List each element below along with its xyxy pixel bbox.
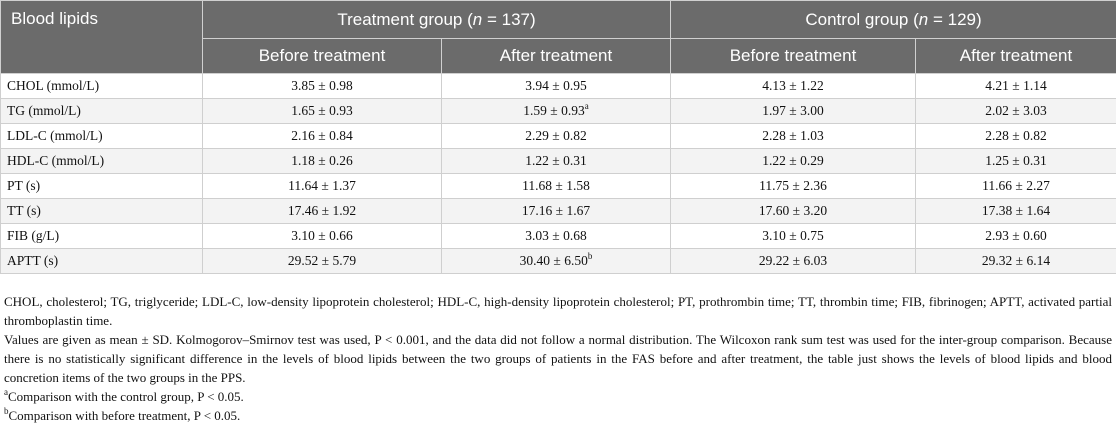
row-label: LDL-C (mmol/L) bbox=[1, 124, 203, 149]
treatment-group-label: Treatment group ( bbox=[337, 10, 472, 29]
footnote-b-text: Comparison with before treatment, P < 0.… bbox=[9, 408, 241, 423]
treatment-before-header: Before treatment bbox=[203, 39, 442, 74]
treatment-after-value: 17.16 ± 1.67 bbox=[522, 203, 590, 218]
treatment-n-symbol: n bbox=[473, 10, 482, 29]
treatment-n-count: = 137) bbox=[482, 10, 535, 29]
treatment-after-cell: 1.59 ± 0.93a bbox=[442, 99, 671, 124]
table-row: CHOL (mmol/L) 3.85 ± 0.98 3.94 ± 0.95 4.… bbox=[1, 74, 1116, 99]
control-after-cell: 17.38 ± 1.64 bbox=[916, 199, 1116, 224]
row-label: TT (s) bbox=[1, 199, 203, 224]
treatment-before-cell: 11.64 ± 1.37 bbox=[203, 174, 442, 199]
treatment-after-cell: 17.16 ± 1.67 bbox=[442, 199, 671, 224]
treatment-after-value: 1.22 ± 0.31 bbox=[525, 153, 586, 168]
footnote-a-text: Comparison with the control group, P < 0… bbox=[8, 389, 244, 404]
abbreviations-note: CHOL, cholesterol; TG, triglyceride; LDL… bbox=[4, 292, 1112, 330]
control-before-cell: 29.22 ± 6.03 bbox=[671, 249, 916, 274]
control-after-cell: 11.66 ± 2.27 bbox=[916, 174, 1116, 199]
treatment-after-cell: 2.29 ± 0.82 bbox=[442, 124, 671, 149]
control-n-count: = 129) bbox=[928, 10, 981, 29]
treatment-after-value: 30.40 ± 6.50 bbox=[520, 253, 588, 268]
control-after-cell: 4.21 ± 1.14 bbox=[916, 74, 1116, 99]
control-before-cell: 1.22 ± 0.29 bbox=[671, 149, 916, 174]
header-row-groups: Blood lipids Treatment group (n = 137) C… bbox=[1, 1, 1116, 39]
control-after-cell: 2.28 ± 0.82 bbox=[916, 124, 1116, 149]
treatment-group-header: Treatment group (n = 137) bbox=[203, 1, 671, 39]
row-label: PT (s) bbox=[1, 174, 203, 199]
row-label-header: Blood lipids bbox=[1, 1, 203, 74]
treatment-after-cell: 3.03 ± 0.68 bbox=[442, 224, 671, 249]
table-row: LDL-C (mmol/L) 2.16 ± 0.84 2.29 ± 0.82 2… bbox=[1, 124, 1116, 149]
treatment-after-cell: 3.94 ± 0.95 bbox=[442, 74, 671, 99]
control-after-header: After treatment bbox=[916, 39, 1116, 74]
treatment-after-cell: 1.22 ± 0.31 bbox=[442, 149, 671, 174]
treatment-after-header: After treatment bbox=[442, 39, 671, 74]
control-after-cell: 1.25 ± 0.31 bbox=[916, 149, 1116, 174]
control-after-cell: 29.32 ± 6.14 bbox=[916, 249, 1116, 274]
treatment-after-value: 1.59 ± 0.93 bbox=[523, 103, 584, 118]
control-before-cell: 17.60 ± 3.20 bbox=[671, 199, 916, 224]
treatment-after-cell: 30.40 ± 6.50b bbox=[442, 249, 671, 274]
footnote-b-mark: b bbox=[4, 406, 9, 416]
control-before-cell: 3.10 ± 0.75 bbox=[671, 224, 916, 249]
footnote-mark: b bbox=[588, 251, 593, 261]
treatment-after-value: 2.29 ± 0.82 bbox=[525, 128, 586, 143]
treatment-before-cell: 2.16 ± 0.84 bbox=[203, 124, 442, 149]
footnote-a: aComparison with the control group, P < … bbox=[4, 387, 1112, 406]
control-after-cell: 2.93 ± 0.60 bbox=[916, 224, 1116, 249]
table-row: TT (s) 17.46 ± 1.92 17.16 ± 1.67 17.60 ±… bbox=[1, 199, 1116, 224]
row-label: FIB (g/L) bbox=[1, 224, 203, 249]
blood-lipids-table: Blood lipids Treatment group (n = 137) C… bbox=[0, 0, 1116, 274]
footnote-mark: a bbox=[585, 101, 589, 111]
control-before-cell: 11.75 ± 2.36 bbox=[671, 174, 916, 199]
control-group-label: Control group ( bbox=[805, 10, 918, 29]
footnote-b: bComparison with before treatment, P < 0… bbox=[4, 406, 1112, 425]
treatment-before-cell: 29.52 ± 5.79 bbox=[203, 249, 442, 274]
table-body: CHOL (mmol/L) 3.85 ± 0.98 3.94 ± 0.95 4.… bbox=[1, 74, 1116, 274]
treatment-before-cell: 1.65 ± 0.93 bbox=[203, 99, 442, 124]
table-row: FIB (g/L) 3.10 ± 0.66 3.03 ± 0.68 3.10 ±… bbox=[1, 224, 1116, 249]
control-before-header: Before treatment bbox=[671, 39, 916, 74]
row-label: APTT (s) bbox=[1, 249, 203, 274]
control-after-cell: 2.02 ± 3.03 bbox=[916, 99, 1116, 124]
control-before-cell: 4.13 ± 1.22 bbox=[671, 74, 916, 99]
table-row: TG (mmol/L) 1.65 ± 0.93 1.59 ± 0.93a 1.9… bbox=[1, 99, 1116, 124]
treatment-before-cell: 3.10 ± 0.66 bbox=[203, 224, 442, 249]
control-n-symbol: n bbox=[919, 10, 928, 29]
control-group-header: Control group (n = 129) bbox=[671, 1, 1116, 39]
row-label: HDL-C (mmol/L) bbox=[1, 149, 203, 174]
footnote-a-mark: a bbox=[4, 387, 8, 397]
table-row: APTT (s) 29.52 ± 5.79 30.40 ± 6.50b 29.2… bbox=[1, 249, 1116, 274]
treatment-after-cell: 11.68 ± 1.58 bbox=[442, 174, 671, 199]
treatment-before-cell: 1.18 ± 0.26 bbox=[203, 149, 442, 174]
control-before-cell: 1.97 ± 3.00 bbox=[671, 99, 916, 124]
table-row: HDL-C (mmol/L) 1.18 ± 0.26 1.22 ± 0.31 1… bbox=[1, 149, 1116, 174]
treatment-after-value: 3.03 ± 0.68 bbox=[525, 228, 586, 243]
table-footnotes: CHOL, cholesterol; TG, triglyceride; LDL… bbox=[0, 274, 1116, 425]
table-row: PT (s) 11.64 ± 1.37 11.68 ± 1.58 11.75 ±… bbox=[1, 174, 1116, 199]
treatment-before-cell: 17.46 ± 1.92 bbox=[203, 199, 442, 224]
row-label: CHOL (mmol/L) bbox=[1, 74, 203, 99]
treatment-before-cell: 3.85 ± 0.98 bbox=[203, 74, 442, 99]
treatment-after-value: 3.94 ± 0.95 bbox=[525, 78, 586, 93]
control-before-cell: 2.28 ± 1.03 bbox=[671, 124, 916, 149]
treatment-after-value: 11.68 ± 1.58 bbox=[522, 178, 590, 193]
row-label: TG (mmol/L) bbox=[1, 99, 203, 124]
values-note: Values are given as mean ± SD. Kolmogoro… bbox=[4, 330, 1112, 387]
